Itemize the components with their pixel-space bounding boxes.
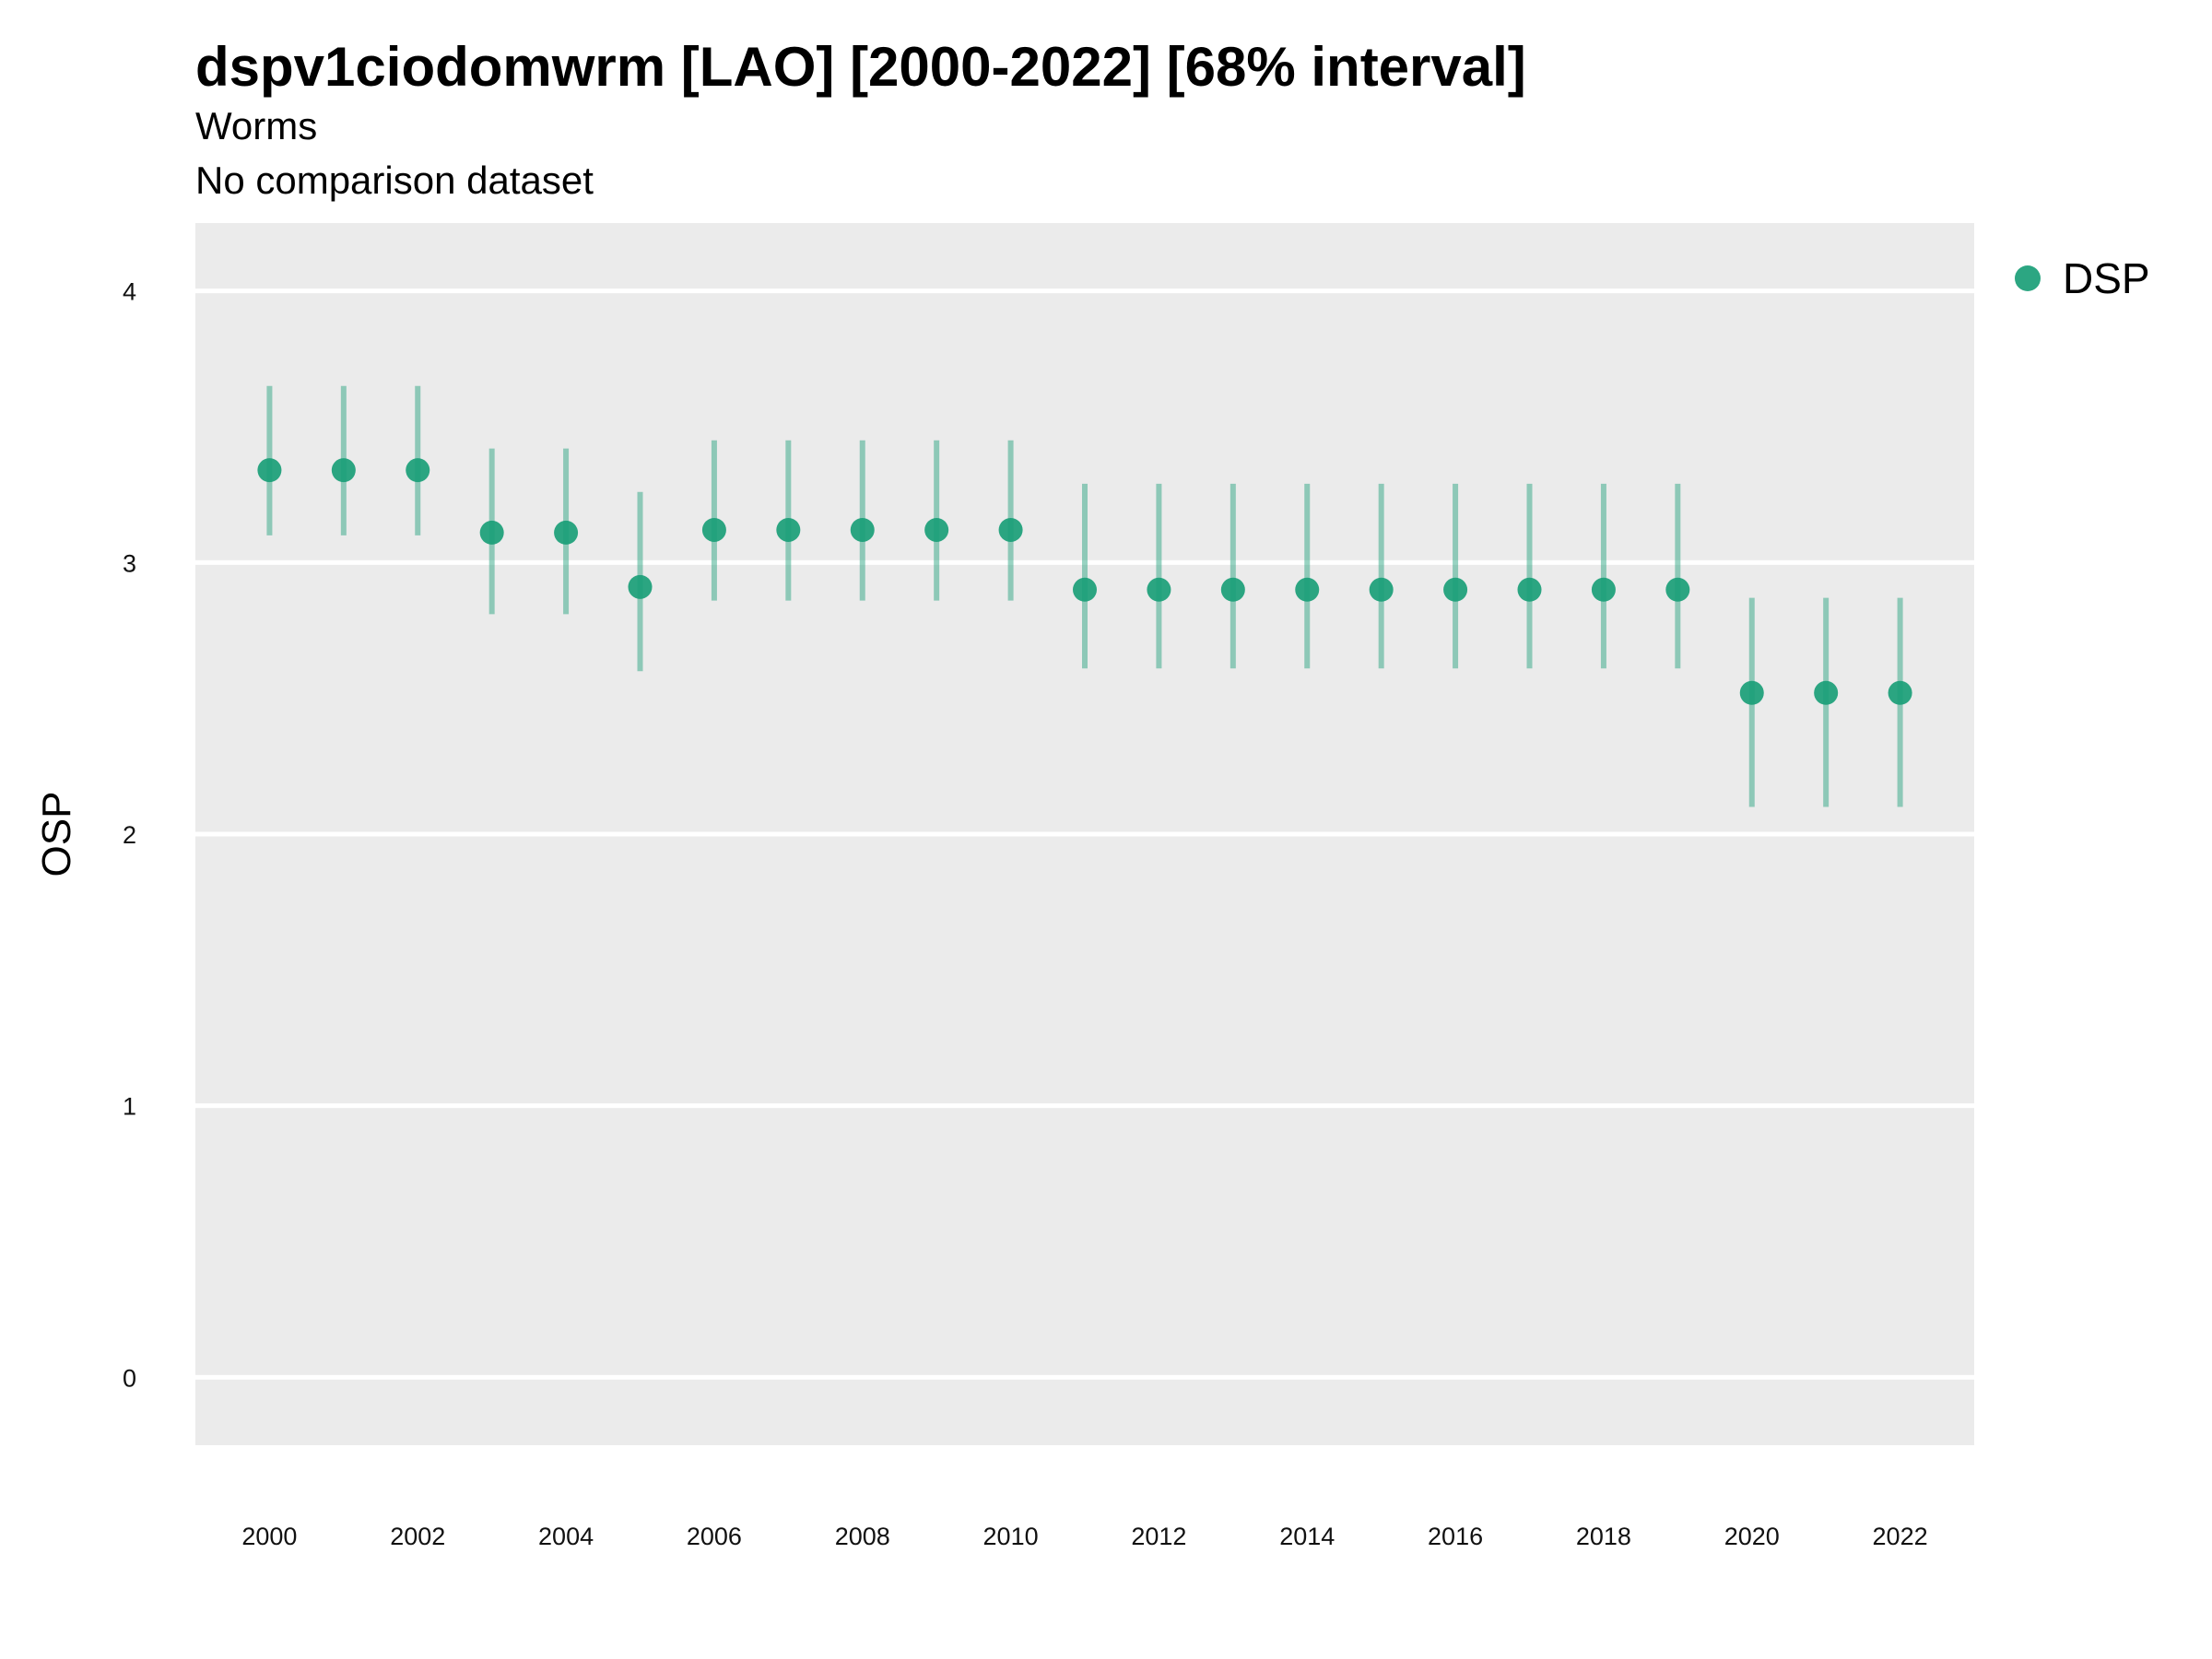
chart-title: dspv1ciodomwrm [LAO] [2000-2022] [68% in… <box>195 36 1526 98</box>
data-point-2011 <box>1073 577 1097 602</box>
chart-subtitle: Worms <box>195 104 318 147</box>
y-axis: 0 1 2 3 4 <box>123 278 136 1393</box>
data-points <box>257 458 1912 705</box>
data-point-2014 <box>1295 577 1320 602</box>
x-tick-label: 2004 <box>538 1523 594 1550</box>
x-axis: 2000 2002 2004 2006 2008 2010 2012 2014 2016 2018… <box>241 1523 1927 1550</box>
legend-label-dsp: DSP <box>2063 254 2150 302</box>
data-point-2018 <box>1591 577 1616 602</box>
data-point-2015 <box>1369 577 1394 602</box>
data-point-2009 <box>924 517 949 542</box>
legend-key-dsp <box>2015 265 2041 291</box>
x-tick-label: 2014 <box>1279 1523 1335 1550</box>
data-point-2022 <box>1888 680 1912 705</box>
data-point-2008 <box>850 517 875 542</box>
data-point-2013 <box>1220 577 1245 602</box>
data-point-2002 <box>406 458 430 483</box>
data-point-2006 <box>701 517 726 542</box>
x-tick-label: 2006 <box>687 1523 742 1550</box>
x-tick-label: 2020 <box>1724 1523 1780 1550</box>
y-axis-title: OSP <box>34 792 79 877</box>
x-tick-label: 2010 <box>983 1523 1039 1550</box>
y-tick-label: 3 <box>123 549 136 577</box>
data-point-2000 <box>257 458 282 483</box>
x-tick-label: 2018 <box>1576 1523 1631 1550</box>
data-point-2001 <box>331 458 356 483</box>
data-point-2016 <box>1443 577 1468 602</box>
x-tick-label: 2016 <box>1428 1523 1483 1550</box>
data-point-2020 <box>1739 680 1764 705</box>
y-tick-label: 2 <box>123 821 136 849</box>
data-point-2005 <box>628 574 653 599</box>
y-tick-label: 0 <box>123 1364 136 1392</box>
data-point-2004 <box>554 520 579 545</box>
y-tick-label: 1 <box>123 1093 136 1121</box>
x-tick-label: 2002 <box>390 1523 445 1550</box>
data-point-2019 <box>1665 577 1690 602</box>
data-point-2017 <box>1517 577 1542 602</box>
legend: DSP <box>2015 254 2150 302</box>
data-point-2010 <box>998 517 1023 542</box>
data-point-2021 <box>1814 680 1839 705</box>
data-point-2012 <box>1147 577 1171 602</box>
x-tick-label: 2008 <box>835 1523 890 1550</box>
data-point-2007 <box>776 517 801 542</box>
y-tick-label: 4 <box>123 278 136 306</box>
gridlines <box>195 288 1974 1380</box>
x-tick-label: 2012 <box>1131 1523 1186 1550</box>
x-tick-label: 2000 <box>241 1523 297 1550</box>
x-tick-label: 2022 <box>1873 1523 1928 1550</box>
data-point-2003 <box>479 520 504 545</box>
chart-caption: No comparison dataset <box>195 159 594 202</box>
